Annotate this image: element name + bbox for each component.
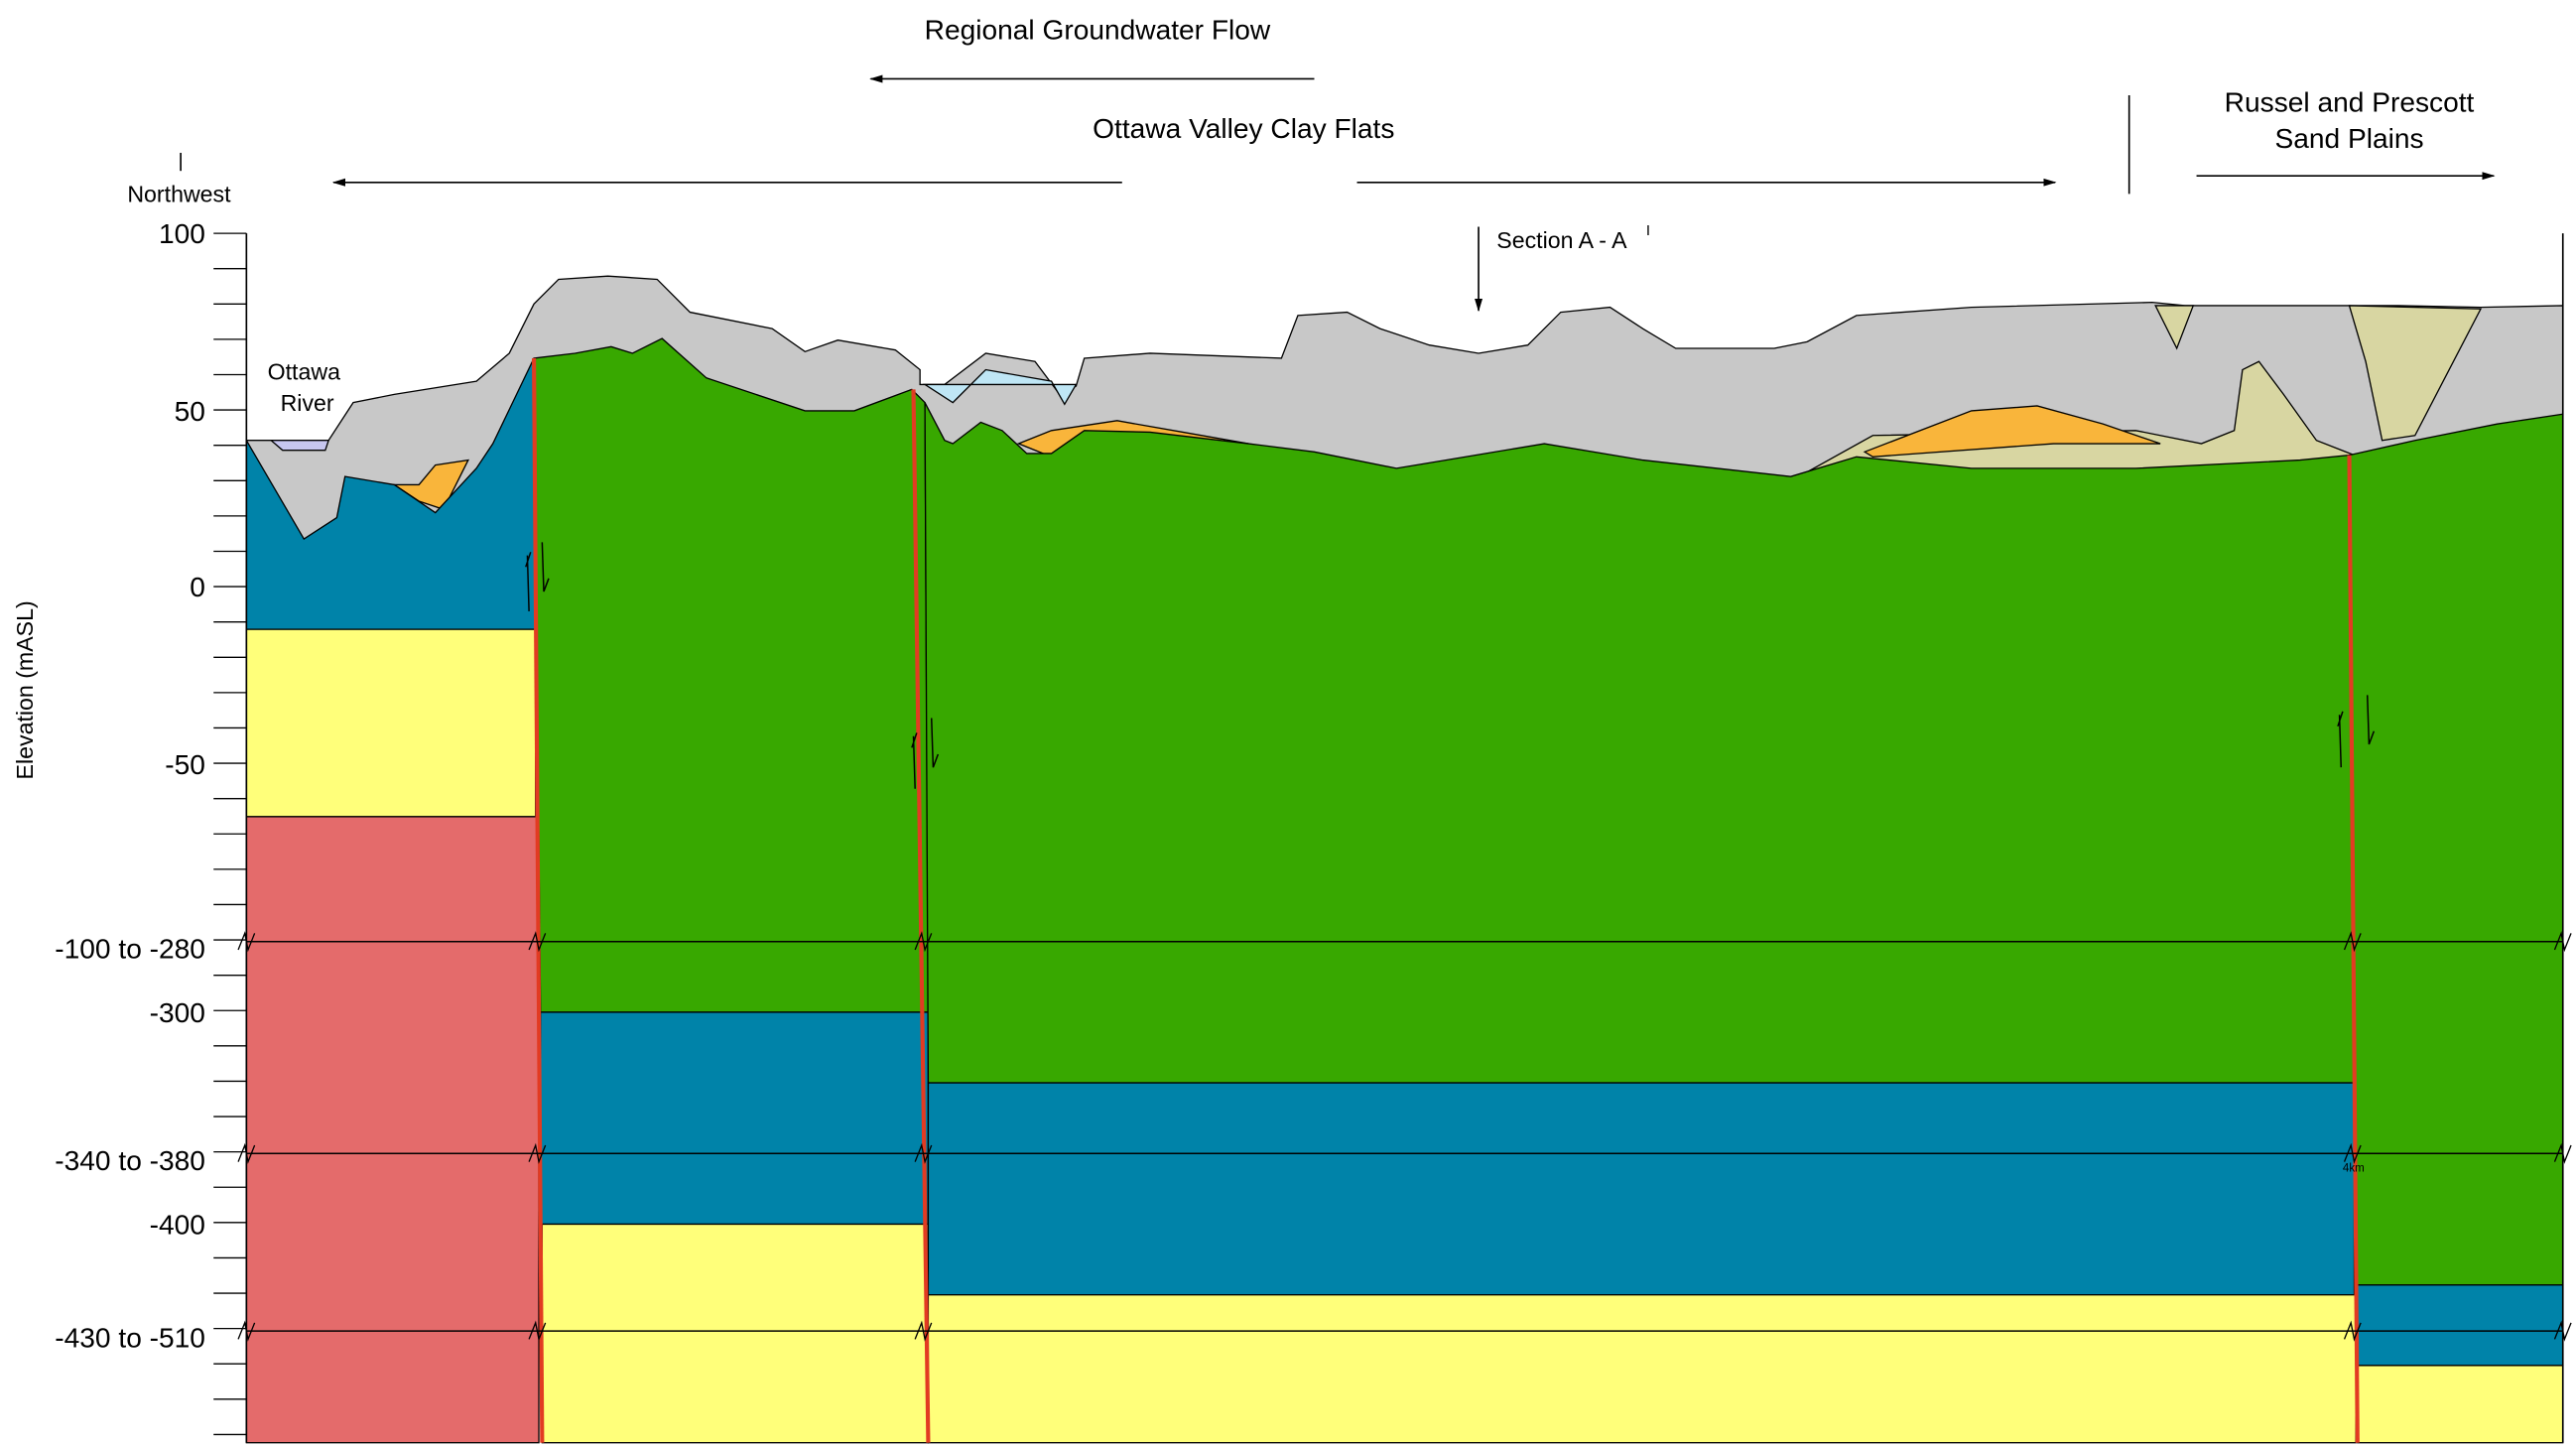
section-prime: I <box>1646 223 1650 239</box>
region-label: Russel and Prescott <box>2225 87 2475 118</box>
bedrock-blue <box>2356 1285 2563 1366</box>
bedrock-green <box>2350 414 2563 1285</box>
y-tick-label: -430 to -510 <box>55 1323 205 1354</box>
y-tick-label: -300 <box>150 997 205 1028</box>
y-tick-label: 50 <box>175 396 205 427</box>
region-label: Ottawa Valley Clay Flats <box>1093 113 1394 144</box>
flow-label: Regional Groundwater Flow <box>925 15 1271 46</box>
layers <box>246 276 2562 1443</box>
bedrock-green <box>534 338 928 1012</box>
bedrock-green <box>925 403 2354 1083</box>
y-tick-label: -100 to -280 <box>55 933 205 964</box>
river-label: River <box>281 390 334 416</box>
scale-label: 4km <box>2343 1163 2365 1175</box>
y-tick-label: -400 <box>150 1209 205 1240</box>
bedrock-yellow <box>928 1295 2356 1443</box>
bedrock-blue <box>541 1012 929 1225</box>
region-label: Sand Plains <box>2274 123 2423 154</box>
bedrock-yellow <box>2358 1366 2563 1443</box>
y-tick-label: -340 to -380 <box>55 1145 205 1176</box>
section-label: Section A - A <box>1496 227 1627 253</box>
bedrock-red <box>246 817 539 1443</box>
y-tick-label: 100 <box>159 218 205 249</box>
river-label: Ottawa <box>268 358 340 384</box>
bedrock-blue <box>928 1083 2354 1295</box>
direction-label: Northwest <box>127 182 231 207</box>
y-axis-title: Elevation (mASL) <box>12 600 38 779</box>
bedrock-yellow <box>542 1224 928 1442</box>
cross-section: Regional Groundwater Flow Ottawa Valley … <box>0 0 2576 1447</box>
bedrock-yellow <box>246 629 535 817</box>
y-tick-label: 0 <box>190 572 205 602</box>
y-tick-label: -50 <box>165 749 205 780</box>
